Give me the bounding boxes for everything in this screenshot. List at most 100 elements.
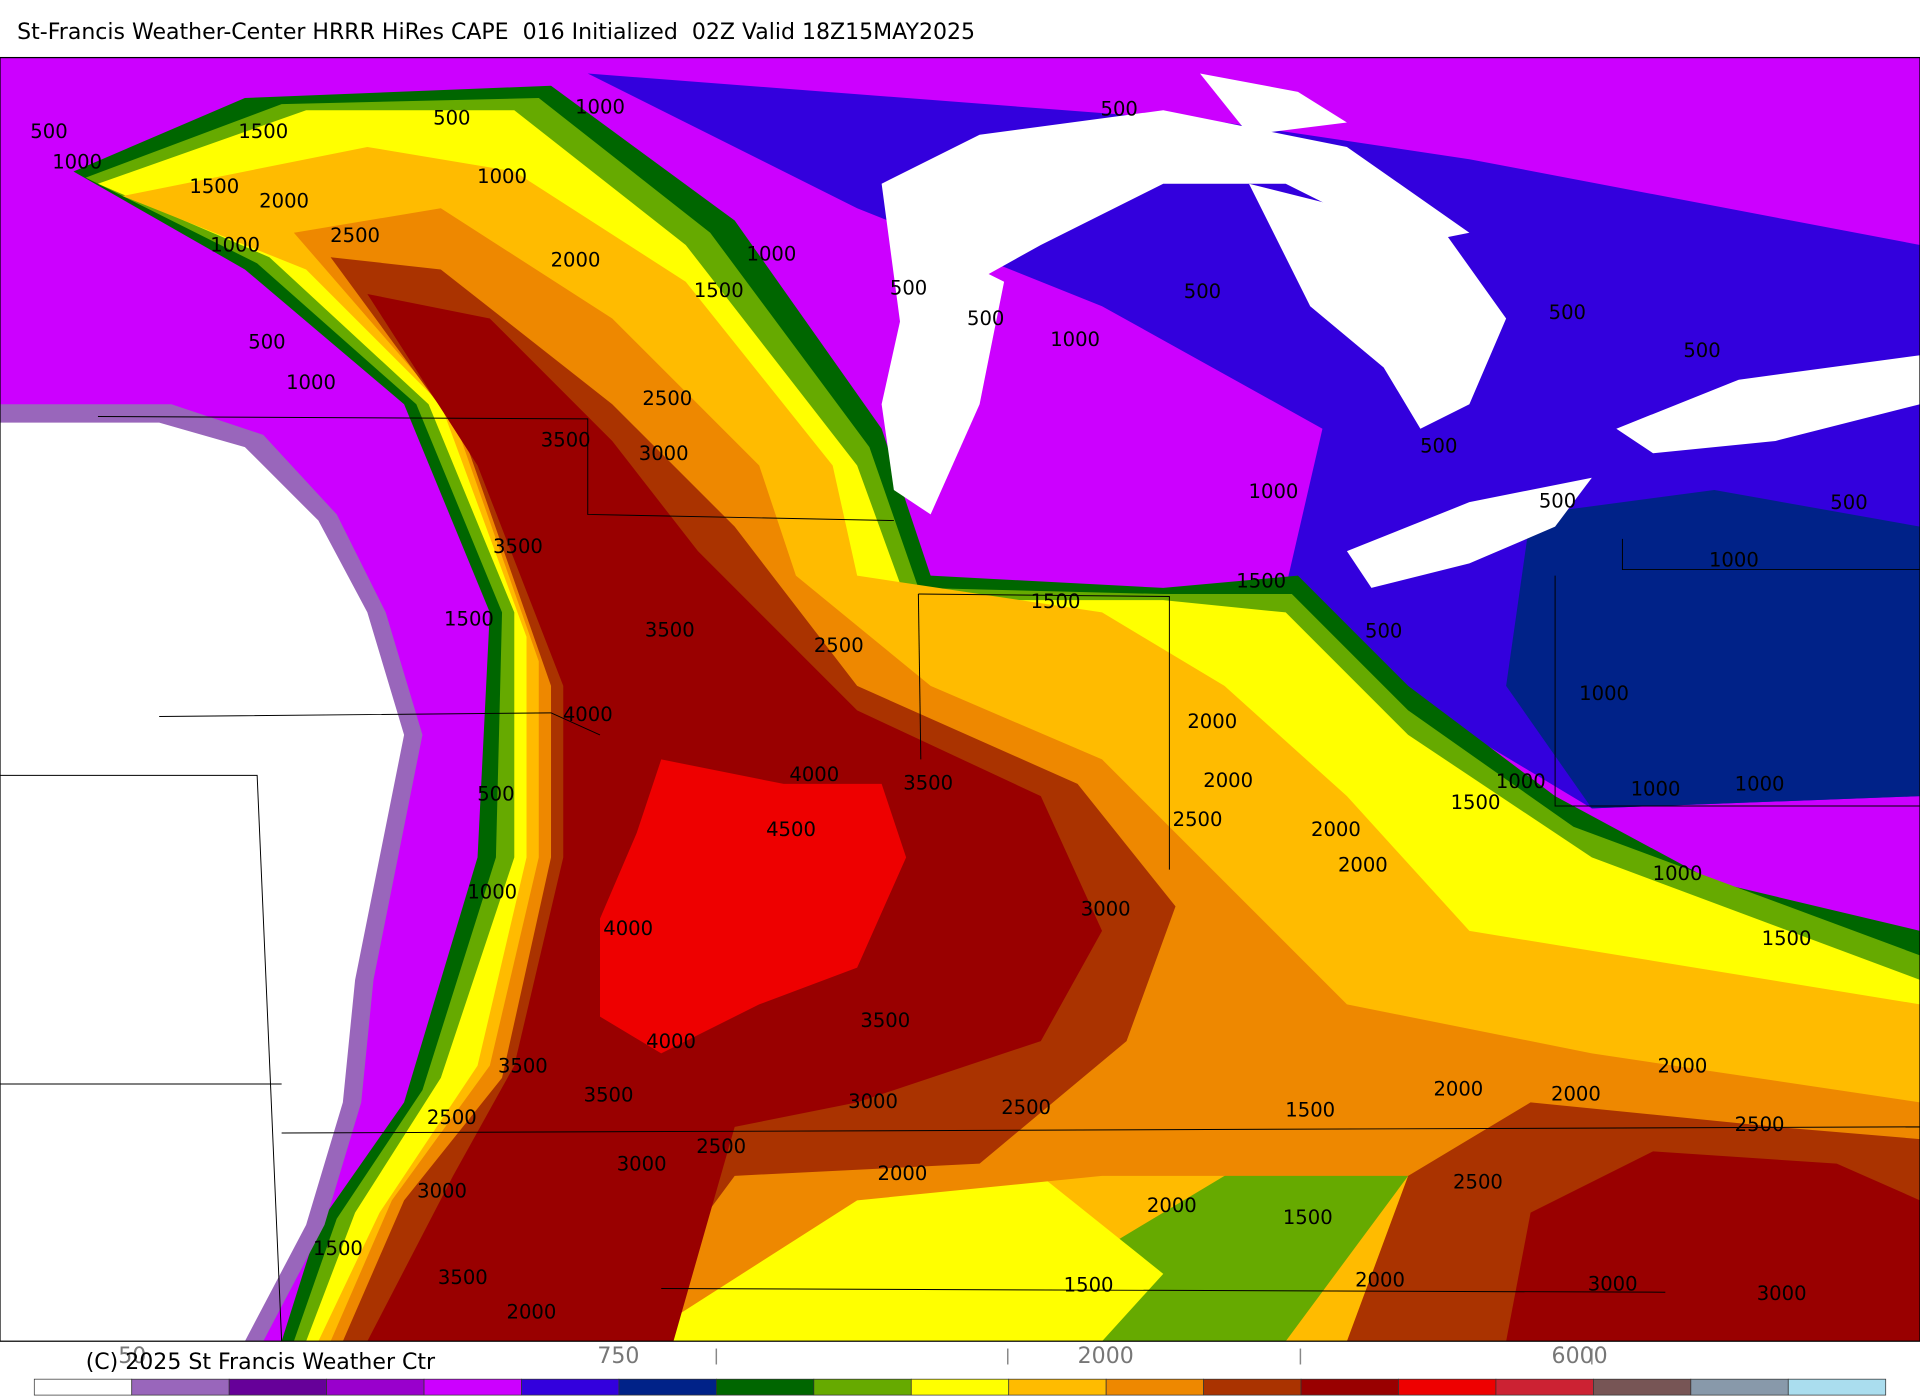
contour-label: 1000 [477, 165, 527, 188]
lake [881, 257, 1005, 515]
contour-label: 2500 [330, 224, 380, 247]
contour-label: 500 [1100, 98, 1137, 121]
contour-label: 2000 [1203, 769, 1253, 792]
colorbar-swatch [1203, 1378, 1302, 1396]
contour-label: 3000 [639, 442, 689, 465]
boundary [917, 594, 922, 760]
contour-label: 3000 [848, 1090, 898, 1113]
colorbar-swatch [910, 1378, 1010, 1396]
contour-label: 500 [1365, 620, 1402, 643]
colorbar-swatch [1690, 1378, 1789, 1396]
colorbar-swatch [1398, 1378, 1497, 1396]
contour-label: 500 [30, 120, 67, 143]
contour-label: 1000 [1653, 862, 1703, 885]
contour-label: 2500 [427, 1106, 477, 1129]
contour-label: 3500 [541, 428, 591, 451]
contour-label: 1000 [575, 95, 625, 118]
contour-label: 500 [1539, 490, 1576, 513]
contour-label: 1000 [747, 242, 797, 265]
lake [1616, 355, 1920, 454]
contour-label: 4000 [603, 917, 653, 940]
contour-label: 2000 [1355, 1269, 1405, 1292]
boundary [281, 1126, 1920, 1134]
cape-band [600, 759, 907, 1054]
contour-label: 2000 [551, 248, 601, 271]
contour-label: 2000 [1338, 853, 1388, 876]
contour-label: 2500 [696, 1135, 746, 1158]
contour-label: 1500 [1762, 927, 1812, 950]
no-cape-area [0, 422, 405, 1342]
colorbar-swatch [521, 1378, 620, 1396]
contour-label: 2000 [1658, 1054, 1708, 1077]
contour-label: 1500 [444, 607, 494, 630]
contour-label: 1500 [1283, 1206, 1333, 1229]
contour-label: 1500 [189, 175, 239, 198]
colorbar-label: 50 [118, 1344, 146, 1369]
colorbar-swatch [1787, 1378, 1887, 1396]
contour-label: 4500 [766, 818, 816, 841]
contour-label: 2500 [1173, 808, 1223, 831]
colorbar-swatch [326, 1378, 425, 1396]
contour-label: 500 [1420, 435, 1457, 458]
contour-label: 2000 [507, 1301, 557, 1324]
map [0, 56, 1920, 1342]
contour-label: 1000 [210, 234, 260, 257]
boundary [1621, 538, 1920, 571]
contour-label: 2500 [1001, 1096, 1051, 1119]
contour-label: 500 [433, 106, 470, 129]
colorbar-swatch [1008, 1378, 1107, 1396]
contour-label: 1000 [1709, 548, 1759, 571]
contour-label: 1500 [1285, 1098, 1335, 1121]
contour-label: 3500 [645, 618, 695, 641]
contour-label: 1500 [1451, 791, 1501, 814]
contour-label: 2000 [1433, 1078, 1483, 1101]
colorbar-swatch [423, 1378, 522, 1396]
contour-label: 3000 [1588, 1272, 1638, 1295]
contour-label: 3000 [617, 1152, 667, 1175]
contour-label: 3500 [860, 1009, 910, 1032]
contour-label: 1000 [1050, 328, 1100, 351]
contour-label: 2000 [878, 1162, 928, 1185]
contour-label: 1000 [52, 150, 102, 173]
contour-label: 3500 [438, 1266, 488, 1289]
contour-label: 3000 [417, 1179, 467, 1202]
contour-label: 3500 [903, 771, 953, 794]
contour-label: 3500 [493, 535, 543, 558]
contour-label: 3000 [1081, 898, 1131, 921]
contour-label: 1500 [1236, 569, 1286, 592]
boundary [918, 593, 1170, 870]
lake [1248, 183, 1507, 429]
contour-label: 1000 [1735, 773, 1785, 796]
contour-label: 500 [477, 782, 514, 805]
colorbar-label: 6000 [1552, 1344, 1608, 1369]
colorbar-swatch [33, 1378, 133, 1396]
title: St-Francis Weather-Center HRRR HiRes CAP… [17, 20, 975, 45]
colorbar-swatch [1105, 1378, 1204, 1396]
colorbar-swatch [131, 1378, 230, 1396]
contour-label: 500 [1184, 280, 1221, 303]
contour-label: 2500 [1453, 1171, 1503, 1194]
contour-label: 3000 [1757, 1282, 1807, 1305]
contour-label: 2000 [1551, 1083, 1601, 1106]
colorbar-swatch [813, 1378, 912, 1396]
contour-label: 1000 [286, 371, 336, 394]
contour-label: 4000 [646, 1030, 696, 1053]
contour-label: 2000 [1147, 1194, 1197, 1217]
colorbar-label: 750 [597, 1344, 639, 1369]
contour-label: 1500 [238, 120, 288, 143]
contour-label: 2000 [1187, 710, 1237, 733]
contour-label: 500 [1549, 301, 1586, 324]
contour-label: 500 [248, 330, 285, 353]
colorbar-swatch [1300, 1378, 1399, 1396]
contour-label: 1000 [1579, 682, 1629, 705]
map-frame [0, 56, 1920, 1342]
boundary [97, 415, 894, 522]
colorbar-label: 2000 [1078, 1344, 1134, 1369]
colorbar-swatch [1593, 1378, 1692, 1396]
contour-label: 2000 [1311, 818, 1361, 841]
contour-label: 4000 [563, 703, 613, 726]
lake [881, 110, 1470, 368]
contour-label: 2500 [1735, 1113, 1785, 1136]
cape-band [1506, 489, 1920, 809]
